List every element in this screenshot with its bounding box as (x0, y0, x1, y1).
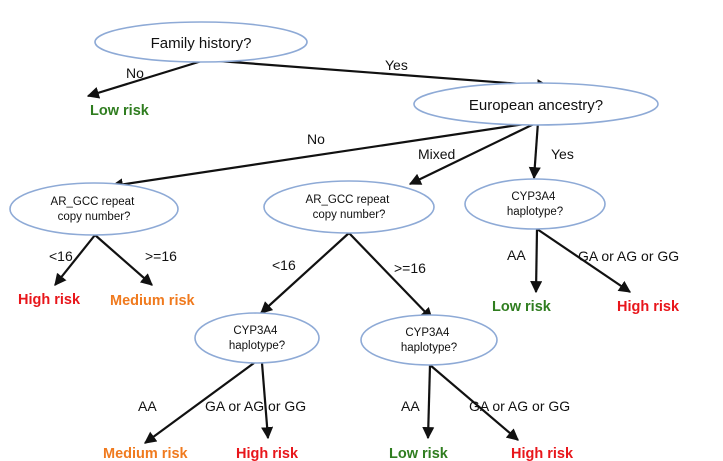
edge-right-other (536, 228, 632, 293)
edge-mid-ge16 (348, 232, 433, 320)
node-ar-gcc-mid-line2: copy number? (313, 209, 386, 221)
edge-ancestry-yes (528, 121, 541, 180)
leaf-left-lt16: High risk (18, 292, 81, 308)
leaf-midleft-aa: Medium risk (103, 446, 189, 461)
node-cyp3a4-right-line2: haplotype? (507, 206, 563, 218)
edge-label-family-no: No (126, 65, 144, 81)
edge-label-midleft-aa: AA (138, 398, 157, 414)
leaf-midright-other: High risk (511, 446, 574, 461)
node-family-history: Family history? (94, 21, 308, 63)
edge-label-right-other: GA or AG or GG (578, 248, 679, 264)
node-cyp3a4-mid-right: CYP3A4 haplotype? (360, 314, 498, 366)
node-cyp3a4-mid-left-line2: haplotype? (229, 340, 285, 352)
edge-label-left-lt16: <16 (49, 248, 73, 264)
node-cyp3a4-mid-right-line2: haplotype? (401, 342, 457, 354)
edge-right-aa (530, 228, 543, 294)
edge-ancestry-no (110, 120, 539, 191)
node-ar-gcc-mid: AR_GCC repeat copy number? (263, 180, 435, 234)
edge-family-yes (204, 58, 550, 92)
node-european-ancestry-label: European ancestry? (469, 97, 603, 114)
node-cyp3a4-mid-right-line1: CYP3A4 (405, 327, 450, 339)
edge-label-right-aa: AA (507, 247, 526, 263)
edge-label-ancestry-no: No (307, 131, 325, 147)
edge-label-midright-other: GA or AG or GG (469, 398, 570, 414)
edge-left-ge16 (94, 234, 153, 286)
leaf-right-other: High risk (617, 299, 680, 315)
svg-text:CYP3A4 haplotype?: CYP3A4 haplotype? (401, 327, 457, 354)
node-european-ancestry: European ancestry? (413, 82, 659, 126)
node-ar-gcc-mid-line1: AR_GCC repeat (306, 194, 391, 206)
leaf-right-aa: Low risk (492, 299, 552, 315)
node-family-history-label: Family history? (151, 35, 252, 52)
edge-label-midright-aa: AA (401, 398, 420, 414)
edge-midleft-other (260, 362, 274, 440)
edge-label-family-yes: Yes (385, 57, 408, 73)
edge-midright-aa (422, 364, 435, 440)
leaf-midright-aa: Low risk (389, 446, 449, 461)
edge-label-left-ge16: >=16 (145, 248, 177, 264)
edge-label-ancestry-yes: Yes (551, 146, 574, 162)
edge-label-mid-ge16: >=16 (394, 260, 426, 276)
node-ar-gcc-left-line1: AR_GCC repeat (51, 196, 136, 208)
leaf-family-no: Low risk (90, 103, 150, 119)
edge-midright-other (429, 364, 519, 441)
node-ar-gcc-left-line2: copy number? (58, 211, 131, 223)
edge-mid-lt16 (260, 232, 350, 314)
svg-text:AR_GCC repeat copy numbe: AR_GCC repeat copy number? (306, 194, 393, 221)
node-cyp3a4-right: CYP3A4 haplotype? (464, 178, 606, 230)
leaf-midleft-other: High risk (236, 446, 299, 461)
edge-label-mid-lt16: <16 (272, 257, 296, 273)
node-cyp3a4-mid-left-line1: CYP3A4 (233, 325, 278, 337)
edge-family-no (86, 58, 206, 99)
svg-text:CYP3A4 haplotype?: CYP3A4 haplotype? (229, 325, 285, 352)
edge-left-lt16 (54, 234, 96, 286)
svg-text:CYP3A4 haplotype?: CYP3A4 haplotype? (507, 191, 563, 218)
edge-midleft-aa (144, 362, 255, 444)
edge-label-ancestry-mixed: Mixed (418, 146, 455, 162)
svg-text:AR_GCC repeat copy numbe: AR_GCC repeat copy number? (51, 196, 138, 223)
node-cyp3a4-mid-left: CYP3A4 haplotype? (194, 312, 320, 364)
node-cyp3a4-right-line1: CYP3A4 (511, 191, 556, 203)
leaf-left-ge16: Medium risk (110, 293, 196, 309)
edge-ancestry-mixed (408, 121, 539, 185)
edge-label-midleft-other: GA or AG or GG (205, 398, 306, 414)
node-ar-gcc-left: AR_GCC repeat copy number? (9, 182, 179, 236)
